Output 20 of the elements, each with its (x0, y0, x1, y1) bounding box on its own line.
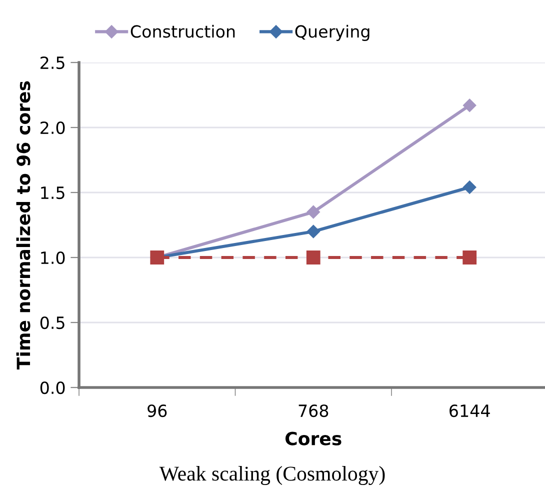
y-tick-label: 1.5 (41, 186, 64, 200)
x-tick-label: 6144 (450, 404, 490, 418)
x-tick-label: 96 (148, 404, 167, 418)
y-tick-label: 0.5 (40, 316, 64, 330)
legend-label: Querying (295, 24, 370, 41)
point (463, 98, 476, 112)
y-axis-title: Time normalized to 96 cores (16, 81, 30, 370)
y-tick-label: 2.0 (40, 121, 65, 134)
x-axis-title: Cores (286, 432, 342, 446)
y-tick-label: 0.0 (40, 381, 65, 394)
point (463, 180, 476, 194)
x-tick-label: 768 (298, 404, 328, 418)
point (306, 205, 320, 219)
legend-label: Construction (130, 24, 235, 38)
point (306, 250, 320, 264)
y-tick-label: 2.5 (40, 56, 64, 70)
text: Weak scaling (Cosmology) (159, 466, 385, 485)
y-tick-label: 1.0 (41, 251, 65, 264)
point (462, 250, 477, 264)
point (306, 224, 320, 238)
